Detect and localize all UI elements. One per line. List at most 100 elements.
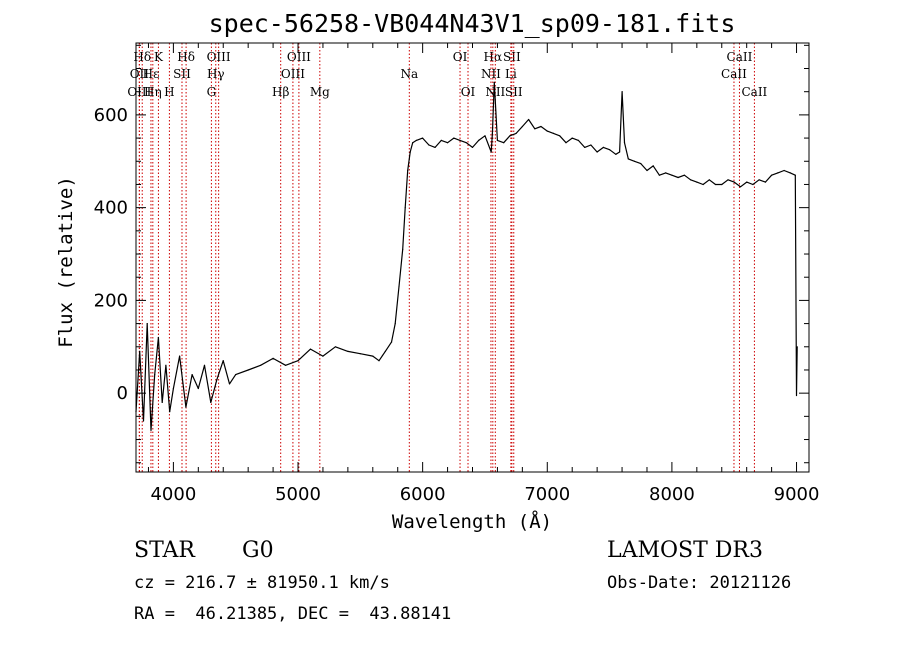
y-tick-label: 0 (117, 383, 128, 404)
spectrum-point (496, 139, 498, 141)
spectrum-point (739, 186, 742, 188)
line-marker-label: OII (130, 67, 150, 81)
plot-frame (135, 42, 810, 473)
spectrum-point (794, 174, 796, 176)
spectrum-point (746, 181, 748, 183)
spectrum-point (390, 341, 393, 343)
spectrum-point (602, 146, 605, 148)
object-subclass: G0 (242, 538, 274, 563)
spectrum-point (412, 142, 414, 144)
line-marker-label: Hε (143, 67, 160, 81)
y-tick-label: 200 (94, 290, 128, 311)
spectrum-point (758, 179, 760, 181)
spectrum-point (714, 183, 717, 186)
spectrum-point (347, 350, 349, 352)
observation-date: Obs-Date: 20121126 (607, 573, 792, 593)
spectrum-point (216, 378, 218, 380)
spectrum-point (179, 355, 181, 357)
spectrum-point (584, 146, 586, 148)
plot-axes: 4000 5000 6000 7000 8000 9000 0 200 400 600 (94, 42, 820, 505)
spectrum-point (658, 174, 661, 176)
line-marker-label: Hδ (133, 50, 151, 64)
line-marker-label: Mg (310, 85, 330, 99)
spectrum-point (165, 364, 167, 366)
spectrum-point (546, 130, 548, 132)
spectrum-point (384, 350, 386, 352)
spectrum-point (478, 139, 480, 141)
redshift-velocity: cz = 216.7 ± 81950.1 km/s (134, 573, 390, 593)
spectrum-point (702, 183, 704, 186)
spectrum-point (471, 146, 474, 148)
line-marker-label: OIII (207, 50, 231, 64)
line-marker-label: CaII (721, 67, 747, 81)
spectrum-point (683, 174, 686, 176)
spectrum-point (677, 176, 679, 179)
spectrum-point (297, 360, 299, 362)
line-marker-label: SII (505, 85, 523, 99)
spectrum-point (627, 158, 629, 160)
spectrum-point (285, 364, 287, 366)
spectrum-point (733, 181, 735, 183)
spectrum-point (172, 387, 174, 390)
spectrum-point (596, 151, 598, 153)
spectrum-point (721, 183, 723, 186)
x-tick-label: 4000 (150, 484, 196, 505)
spectrum-point (491, 132, 493, 134)
spectrum-point (571, 137, 573, 139)
spectrum-point (615, 153, 617, 155)
line-marker-label: NII (485, 85, 505, 99)
line-marker-label: Hα (484, 50, 503, 64)
spectrum-point (652, 165, 654, 167)
spectrum-point (623, 142, 626, 144)
y-tick-label: 600 (94, 105, 128, 126)
spectrum-point (169, 411, 171, 413)
line-marker-label: Hβ (272, 85, 289, 99)
spectrum-chart: spec-56258-VB044N43V1_sp09-181.fits Hδ K H… (55, 9, 820, 533)
spectrum-point (708, 179, 710, 181)
spectrum-point (409, 151, 411, 153)
line-marker-label: H (164, 85, 174, 99)
spectrum-point (260, 364, 262, 366)
spectrum-point (402, 248, 404, 250)
spectrum-point (559, 135, 561, 137)
line-marker-label: Hη (144, 85, 162, 99)
spectrum-point (322, 355, 324, 357)
spectrum-point (407, 169, 409, 172)
spectrum-point (771, 174, 773, 176)
line-marker-label: SII (173, 67, 191, 81)
spectrum-point (609, 149, 611, 151)
spectrum-point (633, 160, 636, 162)
spectrum-point (146, 323, 148, 325)
spectrum-point (552, 132, 555, 134)
spectrum-line (135, 81, 798, 431)
spectrum-point (727, 179, 729, 181)
x-tick-label: 7000 (524, 484, 570, 505)
x-tick-label: 6000 (400, 484, 446, 505)
spectrum-point (540, 125, 542, 128)
x-tick-label: 5000 (275, 484, 321, 505)
spectrum-point (521, 125, 524, 128)
spectrum-point (197, 387, 199, 390)
spectrum-point (154, 374, 156, 376)
y-axis-label: Flux (relative) (55, 176, 77, 348)
spectrum-point (565, 142, 567, 144)
spectrum-point (334, 346, 336, 348)
spectrum-point (228, 383, 231, 385)
spectrum-point (509, 135, 511, 137)
spectrum-point (671, 174, 673, 176)
spectrum-point (203, 364, 206, 366)
line-marker-label: K (154, 50, 164, 64)
line-marker-label: Li (505, 67, 517, 81)
spectrum-point (493, 81, 495, 83)
spectrum-point (789, 172, 791, 174)
spectrum-point (459, 139, 461, 141)
spectrum-point (210, 401, 212, 403)
line-marker-label: Hγ (207, 67, 225, 81)
object-class: STAR (134, 538, 195, 563)
spectrum-point (777, 172, 779, 174)
spectrum-point (235, 374, 237, 376)
spectrum-point (646, 169, 648, 172)
spectrum-point (247, 369, 249, 371)
spectrum-point (619, 151, 621, 153)
x-tick-label: 9000 (774, 484, 820, 505)
